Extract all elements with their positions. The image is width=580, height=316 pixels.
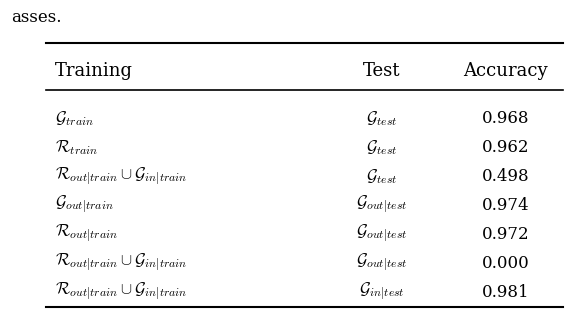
Text: $\mathcal{G}_{out|test}$: $\mathcal{G}_{out|test}$ [356,223,408,245]
Text: $\mathcal{G}_{out|test}$: $\mathcal{G}_{out|test}$ [356,252,408,274]
Text: $\mathcal{G}_{out|test}$: $\mathcal{G}_{out|test}$ [356,194,408,216]
Text: 0.981: 0.981 [482,283,530,301]
Text: $\mathcal{G}_{out|train}$: $\mathcal{G}_{out|train}$ [55,194,114,216]
Text: Training: Training [55,62,133,80]
Text: $\mathcal{G}_{train}$: $\mathcal{G}_{train}$ [55,109,94,128]
Text: 0.972: 0.972 [482,226,530,243]
Text: 0.498: 0.498 [482,168,530,185]
Text: $\mathcal{R}_{out|train} \cup \mathcal{G}_{in|train}$: $\mathcal{R}_{out|train} \cup \mathcal{G… [55,252,187,274]
Text: 0.962: 0.962 [482,139,530,156]
Text: $\mathcal{R}_{train}$: $\mathcal{R}_{train}$ [55,138,98,157]
Text: $\mathcal{G}_{test}$: $\mathcal{G}_{test}$ [366,167,398,186]
Text: $\mathcal{R}_{out|train} \cup \mathcal{G}_{in|train}$: $\mathcal{R}_{out|train} \cup \mathcal{G… [55,166,187,187]
Text: 0.968: 0.968 [482,110,530,127]
Text: 0.974: 0.974 [482,197,530,214]
Text: $\mathcal{G}_{in|test}$: $\mathcal{G}_{in|test}$ [359,281,405,303]
Text: $\mathcal{G}_{test}$: $\mathcal{G}_{test}$ [366,138,398,157]
Text: Accuracy: Accuracy [463,62,548,80]
Text: $\mathcal{R}_{out|train} \cup \mathcal{G}_{in|train}$: $\mathcal{R}_{out|train} \cup \mathcal{G… [55,281,187,303]
Text: asses.: asses. [12,9,62,27]
Text: 0.000: 0.000 [482,255,530,272]
Text: Test: Test [363,62,401,80]
Text: $\mathcal{G}_{test}$: $\mathcal{G}_{test}$ [366,109,398,128]
Text: $\mathcal{R}_{out|train}$: $\mathcal{R}_{out|train}$ [55,223,118,245]
